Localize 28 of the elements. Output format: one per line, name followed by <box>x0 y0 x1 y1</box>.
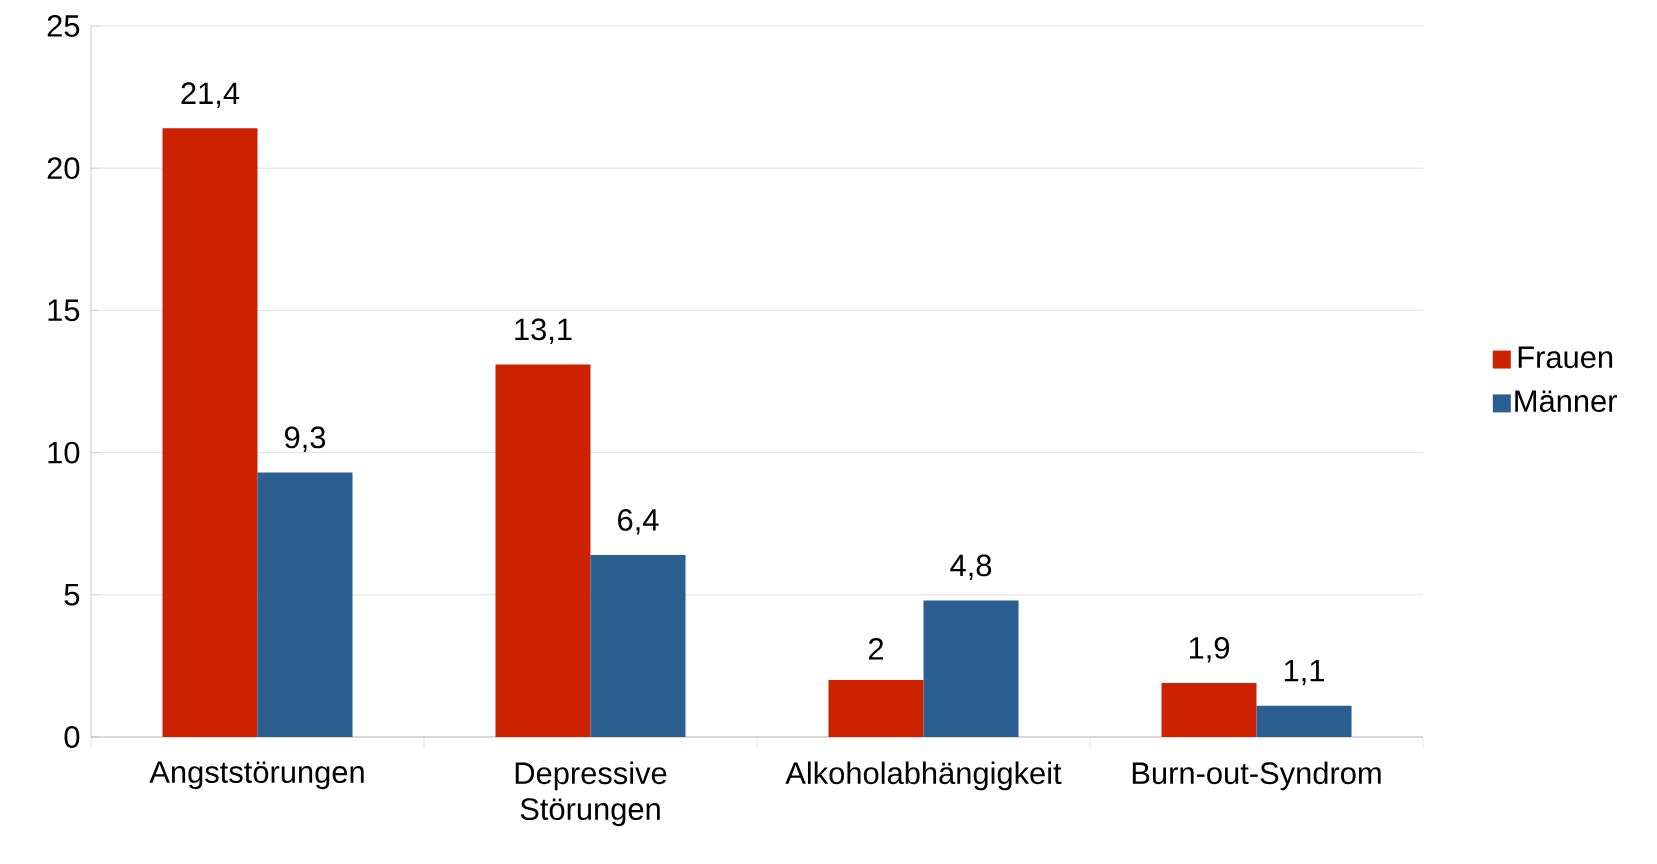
data-label: 9,3 <box>284 426 326 453</box>
y-tick-label: 5 <box>64 584 80 606</box>
bar <box>923 600 1019 737</box>
data-label: 13,1 <box>515 318 572 344</box>
data-label: 21,4 <box>181 82 240 108</box>
x-tick-label: Burn-out-Syndrom <box>1132 761 1381 791</box>
data-label: 1,9 <box>1189 636 1230 663</box>
bar <box>1161 682 1257 737</box>
legend-label: Männer <box>1515 390 1617 413</box>
data-label: 4,8 <box>950 554 992 580</box>
x-tick-label: Depressive Störungen <box>515 761 667 827</box>
x-tick-label: Angststörungen <box>149 761 364 790</box>
bar <box>495 364 591 737</box>
bar <box>257 472 353 737</box>
data-label: 6,4 <box>618 508 659 535</box>
y-tick-label: 10 <box>48 441 80 464</box>
bar <box>828 680 924 737</box>
y-tick-label: 20 <box>47 157 80 180</box>
legend-label: Frauen <box>1518 346 1613 369</box>
bar <box>162 128 258 737</box>
y-tick-label: 25 <box>47 15 80 37</box>
bar <box>1256 705 1352 737</box>
x-tick-label: Alkoholabhängigkeit <box>785 761 1062 791</box>
y-tick-label: 0 <box>64 726 80 748</box>
y-tick-label: 15 <box>48 299 80 322</box>
data-label: 2 <box>868 638 884 660</box>
data-label: 1,1 <box>1284 660 1324 686</box>
bar <box>590 554 686 737</box>
